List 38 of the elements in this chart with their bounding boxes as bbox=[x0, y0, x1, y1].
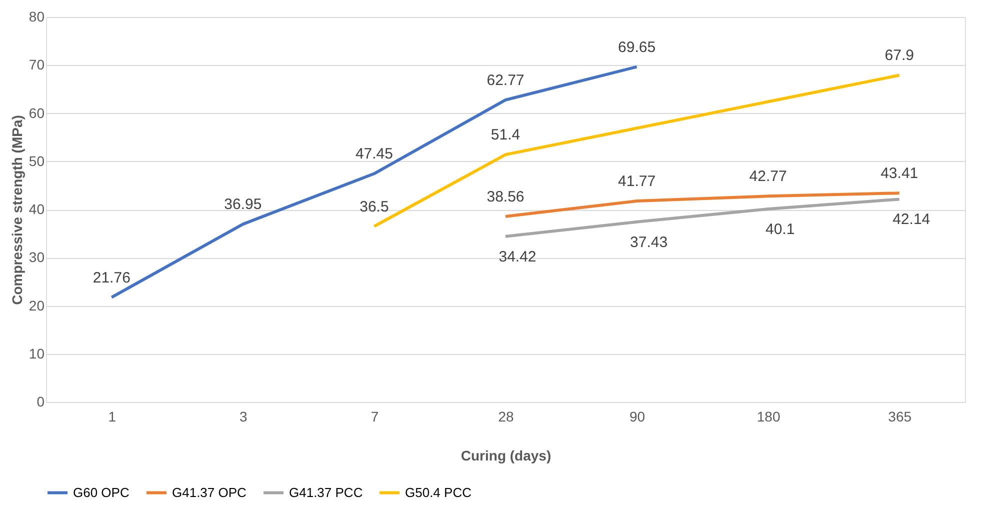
data-label: 37.43 bbox=[630, 234, 668, 251]
y-tick-label: 10 bbox=[28, 345, 45, 362]
legend-label: G41.37 PCC bbox=[289, 484, 363, 500]
y-tick-label: 0 bbox=[36, 394, 45, 410]
y-axis-title: Compressive strength (MPa) bbox=[8, 115, 25, 305]
x-tick-label: 3 bbox=[240, 408, 248, 424]
x-tick-label: 365 bbox=[888, 408, 912, 424]
data-label: 42.77 bbox=[749, 168, 787, 186]
y-tick-label: 40 bbox=[28, 201, 45, 217]
data-label: 41.77 bbox=[618, 172, 656, 190]
x-tick-label: 28 bbox=[498, 408, 514, 424]
data-label: 36.5 bbox=[360, 198, 389, 216]
legend-label: G60 OPC bbox=[73, 484, 130, 500]
data-label: 38.56 bbox=[486, 188, 524, 206]
data-label: 36.95 bbox=[224, 196, 262, 214]
y-tick-label: 80 bbox=[28, 8, 45, 24]
x-tick-label: 1 bbox=[108, 408, 116, 424]
x-tick-label: 180 bbox=[756, 408, 780, 424]
data-label: 43.41 bbox=[880, 165, 918, 182]
y-tick-label: 20 bbox=[28, 297, 45, 314]
data-label: 67.9 bbox=[884, 47, 914, 64]
data-label: 62.77 bbox=[486, 72, 524, 89]
legend-label: G50.4 PCC bbox=[405, 484, 472, 500]
data-label: 51.4 bbox=[490, 126, 520, 144]
x-tick-label: 7 bbox=[370, 408, 379, 424]
data-label: 40.1 bbox=[765, 221, 795, 238]
data-label: 42.14 bbox=[892, 211, 930, 228]
data-label: 21.76 bbox=[92, 269, 130, 286]
x-tick-label: 90 bbox=[629, 408, 646, 424]
data-label: 34.42 bbox=[498, 248, 536, 266]
y-tick-label: 50 bbox=[28, 152, 45, 169]
data-label: 47.45 bbox=[355, 146, 393, 163]
data-label: 69.65 bbox=[618, 38, 656, 56]
y-tick-label: 70 bbox=[28, 56, 45, 73]
y-tick-label: 60 bbox=[28, 104, 45, 121]
x-axis-title: Curing (days) bbox=[460, 448, 552, 464]
legend-label: G41.37 OPC bbox=[172, 484, 246, 500]
y-tick-label: 30 bbox=[28, 249, 45, 266]
